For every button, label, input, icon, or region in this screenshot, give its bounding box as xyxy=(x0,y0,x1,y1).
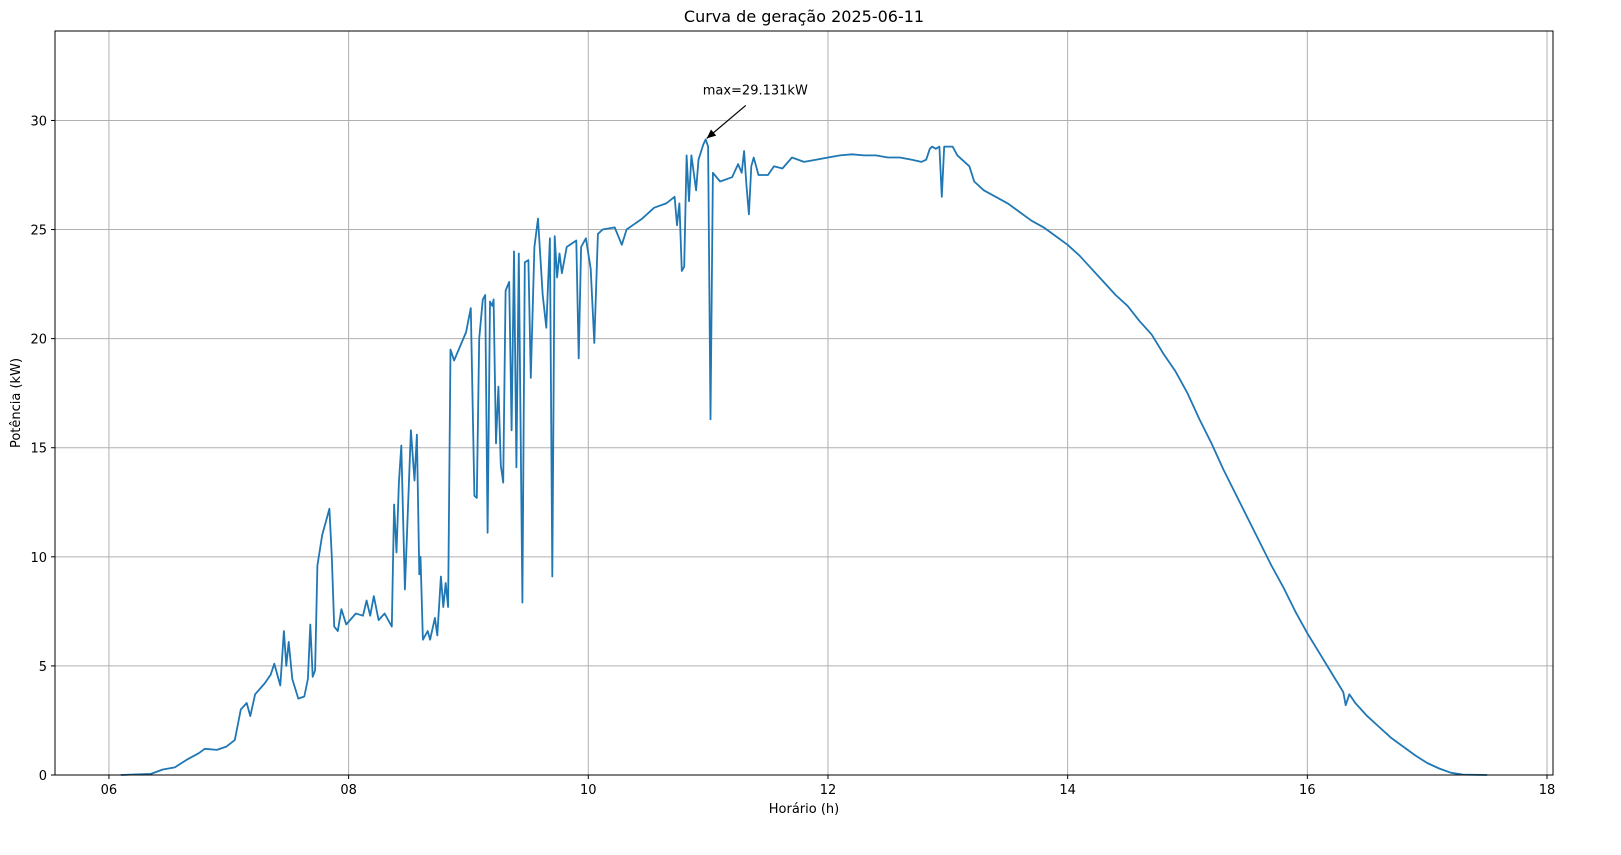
series-line xyxy=(120,138,1488,776)
x-tick-label: 12 xyxy=(820,783,837,798)
y-tick-label: 0 xyxy=(39,769,47,784)
y-axis-label: Potência (kW) xyxy=(9,358,24,448)
x-tick-label: 18 xyxy=(1539,783,1556,798)
y-tick-label: 30 xyxy=(30,114,47,129)
y-tick-label: 25 xyxy=(30,224,47,239)
y-axis-ticks: 0 5 10 15 20 25 30 xyxy=(30,114,55,784)
plot-area xyxy=(55,31,1553,775)
plot-frame xyxy=(54,30,1554,776)
grid-lines xyxy=(55,31,1553,776)
x-tick-label: 06 xyxy=(101,783,118,798)
y-tick-label: 5 xyxy=(39,660,47,675)
x-tick-label: 08 xyxy=(340,783,357,798)
annotation-label: max=29.131kW xyxy=(703,83,808,98)
y-tick-label: 10 xyxy=(30,551,47,566)
x-tick-label: 14 xyxy=(1059,783,1076,798)
y-tick-label: 15 xyxy=(30,442,47,457)
annotation-arrowhead xyxy=(706,129,717,139)
max-annotation: max=29.131kW xyxy=(703,83,808,139)
x-axis-label: Horário (h) xyxy=(769,802,839,817)
x-tick-label: 10 xyxy=(580,783,597,798)
x-tick-label: 16 xyxy=(1299,783,1316,798)
chart-title: Curva de geração 2025-06-11 xyxy=(684,7,924,26)
x-axis-ticks: 06 08 10 12 14 16 18 xyxy=(101,775,1556,798)
y-tick-label: 20 xyxy=(30,333,47,348)
